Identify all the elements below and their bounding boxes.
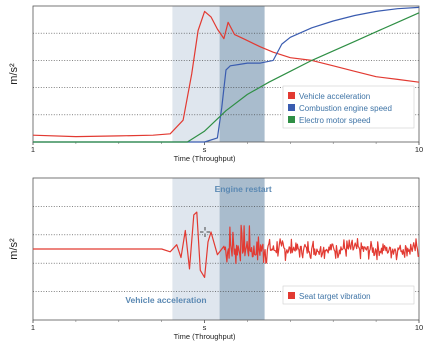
shaded-band-light bbox=[172, 178, 220, 320]
x-axis-title: Time (Throughput) bbox=[174, 332, 236, 341]
x-tick-label: 1 bbox=[31, 145, 35, 154]
legend-label: Combustion engine speed bbox=[299, 104, 392, 113]
legend-label: Electro motor speed bbox=[299, 116, 371, 125]
annotation-label: Engine restart bbox=[215, 184, 272, 194]
y-axis-title: m/s² bbox=[8, 238, 20, 260]
x-tick-label: s bbox=[203, 145, 207, 154]
legend-swatch bbox=[288, 292, 295, 299]
bottom-chart-panel: 1 s 10 Time (Throughput) m/s² Seat target vib… bbox=[8, 177, 423, 341]
series-line-seat-target-vibration bbox=[33, 211, 420, 278]
series-line-combustion-engine-speed bbox=[33, 6, 420, 143]
legend-label: Seat target vibration bbox=[299, 292, 371, 301]
x-axis-title: Time (Throughput) bbox=[174, 154, 236, 163]
x-tick-label: s bbox=[203, 323, 207, 332]
legend-swatch bbox=[288, 116, 295, 123]
annotation-label: Vehicle acceleration bbox=[125, 295, 206, 305]
top-chart-panel: 1 s 10 Time (Throughput) m/s² Vehicle acceler… bbox=[8, 5, 423, 163]
legend-box bbox=[282, 285, 415, 305]
y-axis-title: m/s² bbox=[8, 63, 20, 85]
series-line-electro-motor-speed bbox=[33, 12, 420, 143]
legend-label: Vehicle acceleration bbox=[299, 92, 370, 101]
x-tick-label: 1 bbox=[31, 323, 35, 332]
plot-frame bbox=[32, 5, 420, 143]
crosshair-cursor-icon bbox=[200, 227, 210, 237]
series-line-vehicle-acceleration bbox=[32, 10, 420, 138]
shaded-band-dark bbox=[219, 6, 265, 142]
legend-swatch bbox=[288, 92, 295, 99]
shaded-band-light bbox=[172, 6, 220, 142]
legend-box bbox=[282, 85, 415, 129]
x-tick-label: 10 bbox=[415, 145, 423, 154]
x-tick-label: 10 bbox=[415, 323, 423, 332]
legend-swatch bbox=[288, 104, 295, 111]
